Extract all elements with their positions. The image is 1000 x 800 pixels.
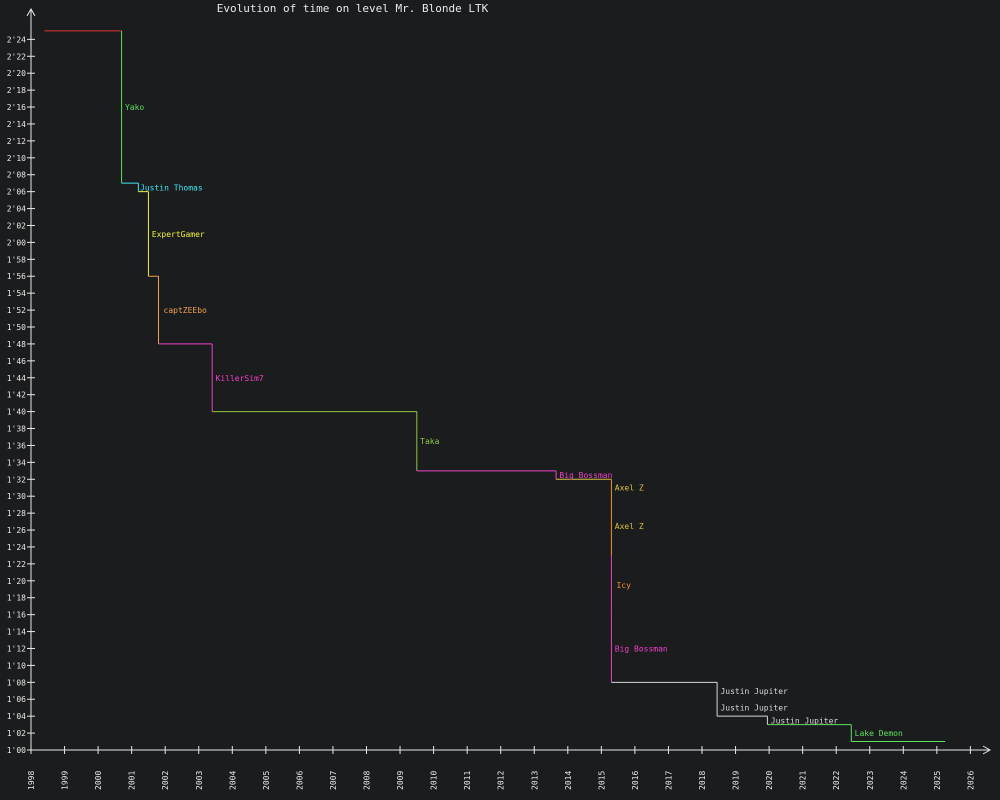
y-tick-label: 1'44 <box>7 374 26 383</box>
y-tick-label: 1'26 <box>7 526 26 535</box>
record-holder-label: Icy <box>616 581 631 590</box>
y-tick-label: 1'08 <box>7 678 26 687</box>
y-tick-label: 1'32 <box>7 475 26 484</box>
y-tick-label: 2'12 <box>7 137 26 146</box>
y-tick-label: 2'04 <box>7 205 26 214</box>
chart-title: Evolution of time on level Mr. Blonde LT… <box>216 2 489 15</box>
y-tick-label: 2'02 <box>7 221 26 230</box>
y-tick-label: 1'36 <box>7 441 26 450</box>
y-tick-label: 1'56 <box>7 272 26 281</box>
y-tick-label: 1'50 <box>7 323 26 332</box>
y-tick-label: 2'18 <box>7 86 26 95</box>
y-tick-label: 1'02 <box>7 729 26 738</box>
y-tick-label: 1'12 <box>7 644 26 653</box>
record-holder-label: KillerSim7 <box>216 374 264 383</box>
y-axis-arrow-icon <box>26 7 36 17</box>
x-tick-label: 2023 <box>866 771 875 790</box>
x-tick-label: 2006 <box>295 771 304 790</box>
record-holder-label: Justin Jupiter <box>720 704 788 713</box>
x-tick-label: 2013 <box>530 771 539 790</box>
record-holder-label: captZEEbo <box>164 306 208 315</box>
x-tick-label: 2021 <box>799 771 808 790</box>
x-tick-label: 2022 <box>832 771 841 790</box>
y-tick-label: 1'14 <box>7 628 26 637</box>
x-tick-label: 2008 <box>363 771 372 790</box>
y-tick-label: 1'52 <box>7 306 26 315</box>
y-tick-label: 1'58 <box>7 255 26 264</box>
record-holder-label: Axel Z <box>615 522 644 531</box>
y-tick-label: 1'00 <box>7 746 26 755</box>
y-tick-label: 1'04 <box>7 712 26 721</box>
y-tick-label: 1'22 <box>7 560 26 569</box>
y-tick-label: 2'10 <box>7 154 26 163</box>
y-tick-label: 1'30 <box>7 492 26 501</box>
y-tick-label: 1'46 <box>7 357 26 366</box>
y-tick-label: 1'48 <box>7 340 26 349</box>
record-holder-label: Yako <box>125 103 144 112</box>
y-tick-label: 1'28 <box>7 509 26 518</box>
y-tick-label: 1'18 <box>7 594 26 603</box>
y-tick-label: 2'24 <box>7 35 26 44</box>
x-tick-label: 2000 <box>94 771 103 790</box>
record-holder-label: ExpertGamer <box>152 230 205 239</box>
x-tick-label: 2018 <box>698 771 707 790</box>
x-tick-label: 2004 <box>228 771 237 790</box>
y-tick-label: 1'38 <box>7 425 26 434</box>
x-tick-label: 2025 <box>933 771 942 790</box>
record-holder-label: Justin Jupiter <box>771 716 839 725</box>
y-tick-label: 1'40 <box>7 408 26 417</box>
x-tick-label: 2011 <box>463 771 472 790</box>
record-holder-label: Justin Thomas <box>140 183 203 192</box>
y-tick-label: 1'16 <box>7 611 26 620</box>
x-tick-label: 2002 <box>161 771 170 790</box>
record-holder-label: Axel Z <box>615 484 644 493</box>
x-tick-label: 2012 <box>497 771 506 790</box>
y-tick-label: 2'20 <box>7 69 26 78</box>
x-tick-label: 2014 <box>564 771 573 790</box>
y-tick-label: 2'00 <box>7 238 26 247</box>
x-tick-label: 2015 <box>597 771 606 790</box>
x-tick-label: 2003 <box>195 771 204 790</box>
x-tick-label: 2016 <box>631 771 640 790</box>
record-holder-label: Justin Jupiter <box>720 687 788 696</box>
x-tick-label: 2026 <box>966 771 975 790</box>
y-tick-label: 2'08 <box>7 171 26 180</box>
record-holder-label: Taka <box>420 437 439 446</box>
y-tick-label: 2'22 <box>7 52 26 61</box>
x-tick-label: 2005 <box>262 771 271 790</box>
x-tick-label: 1999 <box>61 771 70 790</box>
y-tick-label: 1'42 <box>7 391 26 400</box>
y-tick-label: 1'06 <box>7 695 26 704</box>
record-holder-label: Lake Demon <box>855 729 903 738</box>
x-tick-label: 2010 <box>430 771 439 790</box>
x-tick-label: 2017 <box>664 771 673 790</box>
x-tick-label: 2001 <box>128 771 137 790</box>
y-tick-label: 2'06 <box>7 188 26 197</box>
x-axis-arrow-icon <box>982 745 992 755</box>
x-tick-label: 2007 <box>329 771 338 790</box>
y-tick-label: 1'54 <box>7 289 26 298</box>
x-tick-label: 2024 <box>899 771 908 790</box>
x-tick-label: 2019 <box>732 771 741 790</box>
record-holder-label: Big Bossman <box>615 644 668 653</box>
record-holder-label: Big Bossman <box>559 471 612 480</box>
y-tick-label: 2'14 <box>7 120 26 129</box>
x-tick-label: 1998 <box>27 771 36 790</box>
y-tick-label: 1'24 <box>7 543 26 552</box>
y-tick-label: 1'10 <box>7 661 26 670</box>
x-tick-label: 2020 <box>765 771 774 790</box>
x-tick-label: 2009 <box>396 771 405 790</box>
y-tick-label: 2'16 <box>7 103 26 112</box>
y-tick-label: 1'34 <box>7 458 26 467</box>
y-tick-label: 1'20 <box>7 577 26 586</box>
